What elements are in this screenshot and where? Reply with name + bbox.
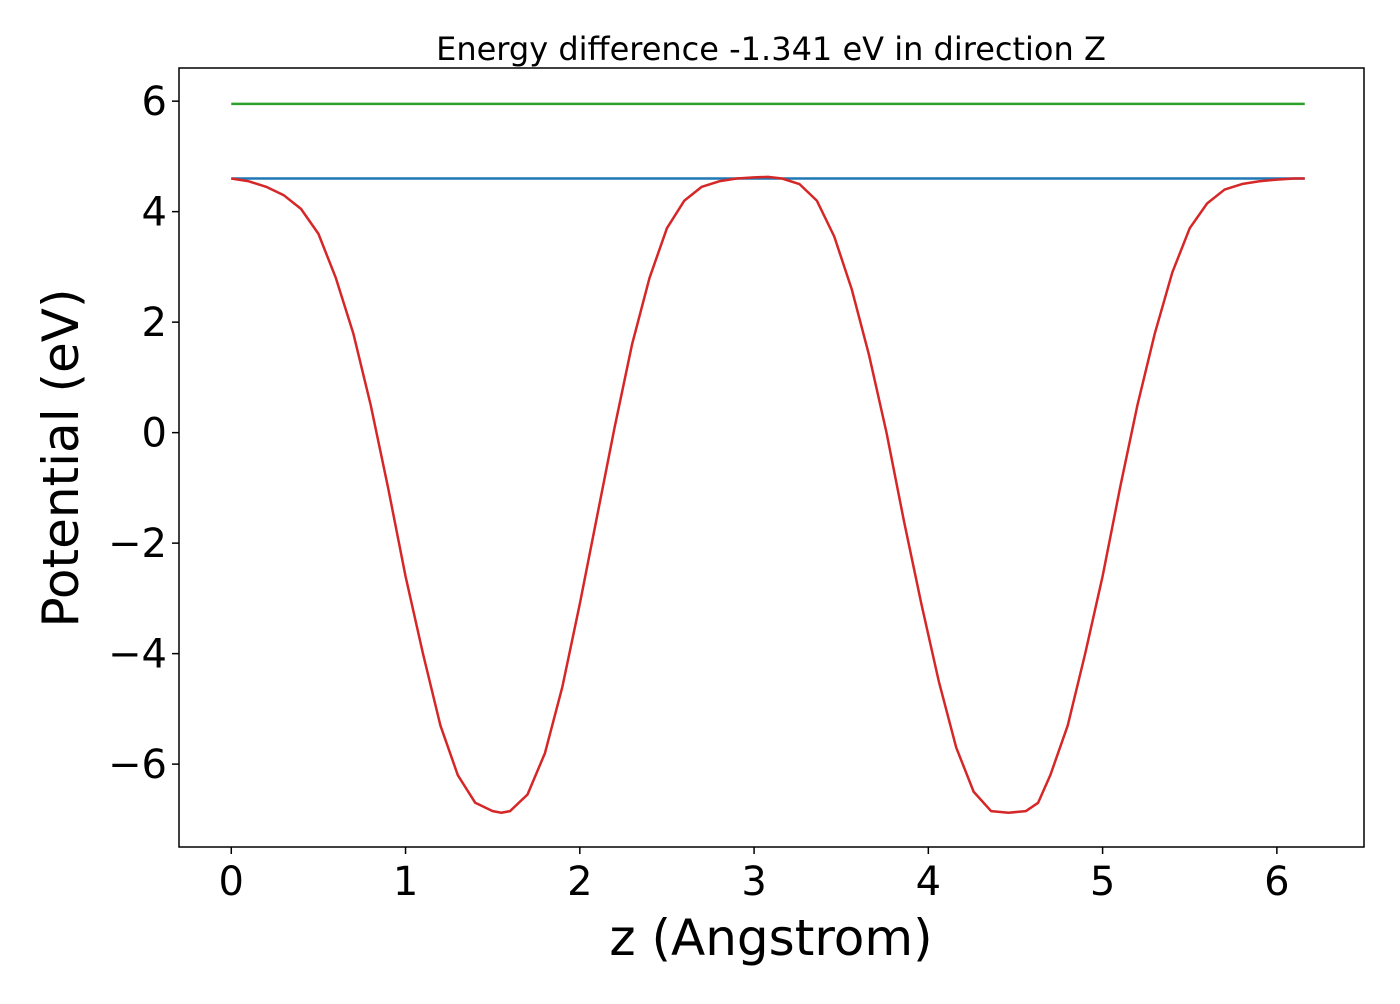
- series-line-2: [231, 175, 1305, 814]
- y-tick-label: 6: [142, 79, 167, 125]
- y-tick-label: 2: [142, 300, 167, 346]
- y-tick-label: 0: [142, 411, 167, 457]
- x-tick-label: 2: [567, 859, 592, 905]
- y-axis-label: Potential (eV): [32, 289, 90, 628]
- y-tick-label: −6: [108, 742, 167, 788]
- x-tick-label: 4: [916, 859, 941, 905]
- x-tick-label: 6: [1264, 859, 1289, 905]
- x-tick-label: 5: [1090, 859, 1115, 905]
- series-layer: [231, 102, 1305, 814]
- y-ticks: −6 −4 −2 0 2 4 6: [108, 79, 179, 788]
- chart-title: Energy difference -1.341 eV in direction…: [436, 30, 1106, 68]
- y-tick-label: 4: [142, 190, 167, 236]
- x-tick-label: 0: [219, 859, 244, 905]
- x-tick-label: 1: [393, 859, 418, 905]
- y-tick-label: −4: [108, 632, 167, 678]
- x-axis-label: z (Angstrom): [609, 909, 932, 967]
- x-ticks: 0 1 2 3 4 5 6: [219, 847, 1290, 905]
- x-tick-label: 3: [741, 859, 766, 905]
- plot-frame: [178, 67, 1365, 848]
- y-tick-label: −2: [108, 521, 167, 567]
